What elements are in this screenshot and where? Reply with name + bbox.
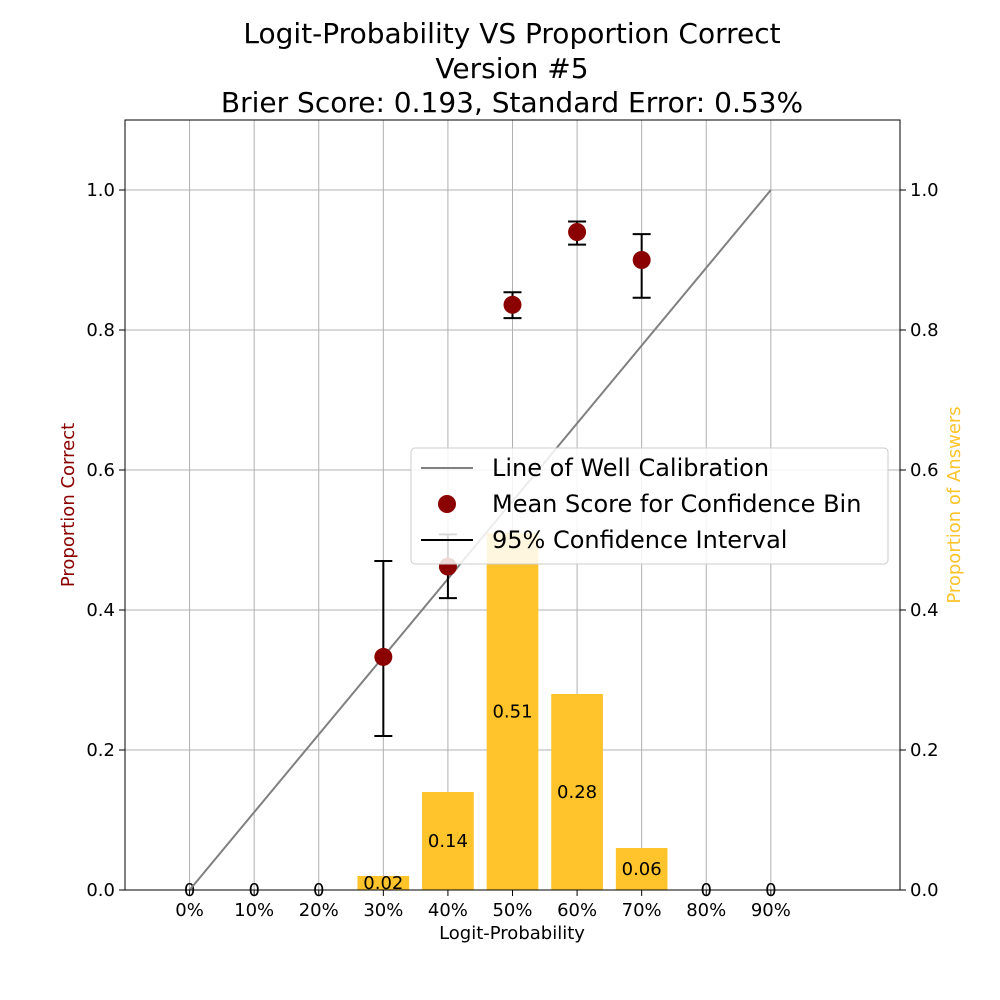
y-tick-label-left-0.6: 0.6: [86, 460, 115, 481]
y-tick-label-left-1: 1.0: [86, 180, 115, 201]
legend: Line of Well Calibration Mean Score for …: [410, 447, 889, 565]
chart-title-line-2: Version #5: [435, 52, 588, 85]
legend-label-calibration: Line of Well Calibration: [492, 454, 769, 482]
bar-label-30%: 0.02: [363, 873, 403, 894]
x-tick-label-0%: 0%: [175, 900, 204, 921]
bar-label-40%: 0.14: [428, 831, 468, 852]
y-tick-label-left-0.8: 0.8: [86, 320, 115, 341]
mean-score-point-30%: [374, 647, 393, 666]
chart-title-line-3: Brier Score: 0.193, Standard Error: 0.53…: [221, 86, 803, 119]
bar-50%: [486, 533, 539, 890]
mean-score-point-50%: [503, 295, 522, 314]
legend-box: [410, 447, 889, 565]
y-tick-label-right-0.2: 0.2: [910, 740, 939, 761]
y-axis-label-left: Proportion Correct: [58, 423, 79, 587]
legend-label-mean-score: Mean Score for Confidence Bin: [492, 490, 861, 518]
point-series: [374, 223, 651, 666]
y-tick-label-right-1: 1.0: [910, 180, 939, 201]
mean-score-point-60%: [568, 223, 587, 241]
x-tick-label-80%: 80%: [686, 900, 726, 921]
axis-ticks: 0% 10% 20% 30% 40% 50% 60% 70% 80% 90% 0.0 0.0 0.2 0.…: [86, 180, 938, 921]
chart-title-line-1: Logit-Probability VS Proportion Correct: [243, 17, 780, 50]
x-tick-label-50%: 50%: [492, 900, 532, 921]
x-axis-label: Logit-Probability: [439, 923, 585, 944]
bar-label-50%: 0.51: [492, 702, 532, 723]
x-tick-label-20%: 20%: [299, 900, 339, 921]
bar-60%: [551, 694, 603, 890]
y-tick-label-left-0: 0.0: [86, 880, 115, 901]
x-tick-label-60%: 60%: [557, 900, 597, 921]
bar-label-60%: 0.28: [557, 782, 597, 803]
x-tick-label-70%: 70%: [622, 900, 662, 921]
y-tick-label-right-0: 0.0: [910, 880, 939, 901]
x-tick-label-90%: 90%: [751, 900, 791, 921]
bar-70%: [615, 848, 668, 890]
y-tick-label-right-0.4: 0.4: [910, 600, 939, 621]
bar-label-70%: 0.06: [622, 859, 662, 880]
mean-score-point-70%: [632, 251, 651, 269]
x-tick-label-40%: 40%: [428, 900, 468, 921]
y-tick-label-right-0.8: 0.8: [910, 320, 939, 341]
y-tick-label-left-0.4: 0.4: [86, 600, 115, 621]
bar-30%: [357, 876, 410, 890]
y-axis-label-right: Proportion of Answers: [944, 406, 965, 603]
bar-40%: [422, 792, 474, 890]
y-tick-label-right-0.6: 0.6: [910, 460, 939, 481]
legend-label-confidence-interval: 95% Confidence Interval: [492, 526, 787, 554]
x-tick-label-10%: 10%: [234, 900, 274, 921]
legend-point-swatch: [438, 495, 456, 513]
y-tick-label-left-0.2: 0.2: [86, 740, 115, 761]
x-tick-label-30%: 30%: [363, 900, 403, 921]
